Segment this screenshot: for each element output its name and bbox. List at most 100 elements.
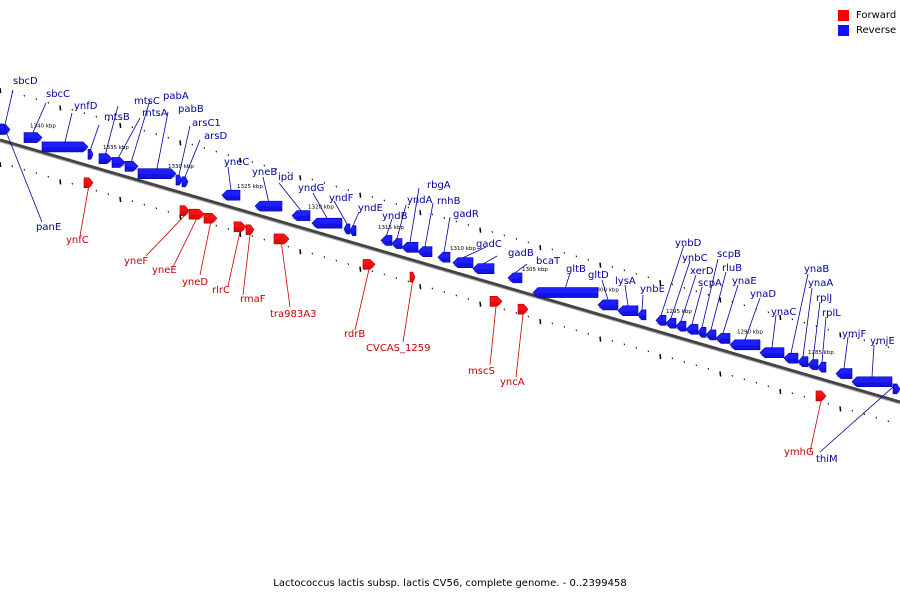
gene-arrow[interactable] [817,361,827,373]
gene-yndF[interactable]: yndF [329,193,354,235]
gene-arrow[interactable] [472,263,495,274]
gene-arrow[interactable] [291,210,311,221]
gene-arrow[interactable] [675,320,687,332]
gene-ynaB[interactable]: ynaB [783,264,829,364]
gene-arrow[interactable] [188,208,205,220]
gene-ynbD[interactable]: ynbD [655,238,702,326]
gene-arrow[interactable] [507,272,523,284]
gene-ynaD[interactable]: ynaD [729,289,776,351]
gene-rplL[interactable]: rplL [817,308,841,373]
gene-mscS[interactable]: mscS [468,296,503,377]
gene-panE[interactable]: panE [0,123,61,233]
gene-ynaA[interactable]: ynaA [797,278,833,367]
gene-rbgA[interactable]: rbgA [401,180,451,253]
gene-arrow[interactable] [517,303,529,315]
gene-scpA[interactable]: scpA [685,278,722,335]
gene-rplJ[interactable]: rplJ [807,293,832,370]
gene-arrow[interactable] [685,324,699,335]
gene-yndA[interactable]: yndA [391,195,433,249]
gene-gadB[interactable]: gadB [472,248,534,274]
gene-ynfD[interactable]: ynfD [41,101,98,153]
gene-arrow[interactable] [175,174,183,186]
gene-rnhB[interactable]: rnhB [417,196,461,257]
gene-arrow[interactable] [815,390,827,402]
gene-arrow[interactable] [233,221,247,233]
gene-arrow[interactable] [343,223,351,235]
gene-arrow[interactable] [179,205,190,216]
gene-arrow[interactable] [273,233,290,245]
gene-arrow[interactable] [489,296,503,307]
gene-arrow[interactable] [409,271,416,283]
gene-yndG[interactable]: yndG [298,183,343,229]
gene-mtsA[interactable]: mtsA [111,108,168,168]
gene-CVCAS_1259[interactable]: CVCAS_1259 [366,271,430,354]
gene-yndE[interactable]: yndE [349,203,383,237]
gene-mtsB[interactable]: mtsB [87,112,130,160]
gene-arrow[interactable] [637,309,647,321]
gene-ipd[interactable]: ipd [278,172,311,221]
gene-mtsC[interactable]: mtsC [98,96,160,165]
gene-arrow[interactable] [437,251,451,263]
gene-arrow[interactable] [452,257,474,269]
gene-sbcC[interactable]: sbcC [23,89,70,143]
gene-arrow[interactable] [783,352,799,364]
gene-ynbE[interactable]: ynbE [637,284,665,321]
gene-yneB[interactable]: yneB [252,167,283,212]
gene-xerD[interactable]: xerD [675,266,714,332]
gene-arrow[interactable] [401,242,419,253]
gene-gadR[interactable]: gadR [437,209,479,263]
gene-ymhG[interactable]: ymhG [784,390,827,458]
gene-arsD[interactable]: arsD [181,131,227,188]
gene-pabB[interactable]: pabB [137,104,204,179]
gene-arrow[interactable] [83,177,94,189]
gene-arrow[interactable] [23,132,43,143]
gene-arrow[interactable] [697,326,707,338]
gene-gltD[interactable]: gltD [588,270,619,311]
gene-arrow[interactable] [203,212,218,224]
gene-arrow[interactable] [729,339,761,351]
gene-ynbC[interactable]: ynbC [665,253,708,329]
gene-arrow[interactable] [835,368,853,379]
gene-arrow[interactable] [655,315,667,326]
gene-ynfC[interactable]: ynfC [66,177,94,246]
gene-arrow[interactable] [311,217,343,229]
gene-gadC[interactable]: gadC [452,239,502,269]
gene-ynaC[interactable]: ynaC [759,307,796,358]
gene-yneD[interactable]: yneD [182,212,218,288]
gene-yneE[interactable]: yneE [152,208,205,276]
gene-rlrC[interactable]: rlrC [212,221,247,296]
gene-gltB[interactable]: gltB [532,264,599,298]
gene-yncA[interactable]: yncA [500,303,529,388]
gene-arrow[interactable] [362,259,376,270]
gene-arrow[interactable] [221,189,241,201]
gene-arrow[interactable] [245,224,255,236]
gene-arrow[interactable] [715,333,731,344]
gene-pabA[interactable]: pabA [124,91,189,172]
gene-arrow[interactable] [797,356,809,367]
gene-yneF[interactable]: yneF [124,205,190,267]
gene-rmaF[interactable]: rmaF [240,224,266,305]
gene-lysA[interactable]: lysA [615,276,639,317]
gene-bcaT[interactable]: bcaT [507,256,561,284]
gene-arrow[interactable] [705,329,717,341]
gene-rluB[interactable]: rluB [705,263,742,341]
gene-yneC[interactable]: yneC [221,157,249,201]
gene-ymjF[interactable]: ymjF [835,329,866,379]
gene-arrow[interactable] [41,141,89,153]
gene-arrow[interactable] [532,287,599,298]
gene-arrow[interactable] [349,225,357,237]
gene-tra983A3[interactable]: tra983A3 [270,233,316,320]
gene-arrow[interactable] [807,359,819,370]
gene-arrow[interactable] [617,305,639,317]
gene-arrow[interactable] [759,347,785,358]
gene-scpB[interactable]: scpB [697,249,741,338]
gene-arrow[interactable] [851,376,893,388]
gene-arsC1[interactable]: arsC1 [175,118,221,186]
gene-arrow[interactable] [597,299,619,311]
gene-arrow[interactable] [417,246,433,257]
gene-yndB[interactable]: yndB [380,211,408,246]
gene-ynaE[interactable]: ynaE [715,276,757,344]
gene-arrow[interactable] [665,317,677,329]
gene-arrow[interactable] [0,123,7,135]
gene-arrow[interactable] [254,200,283,212]
